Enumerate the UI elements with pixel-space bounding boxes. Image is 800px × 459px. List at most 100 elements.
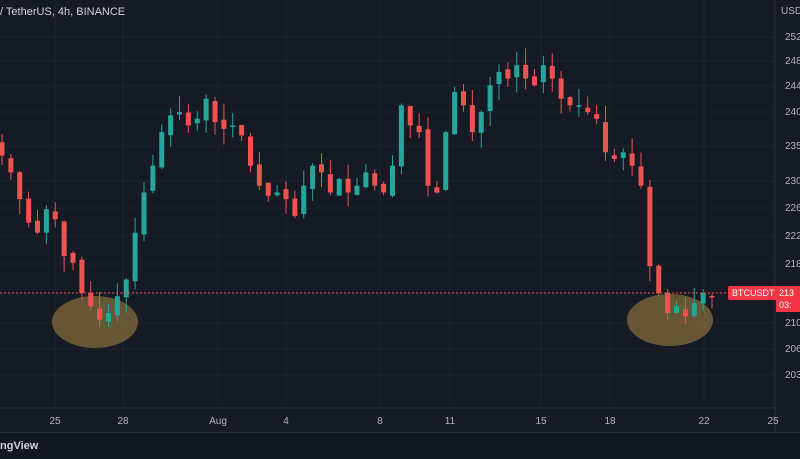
candle-body	[496, 71, 502, 85]
y-tick-label: 2440	[785, 81, 800, 92]
candle-body	[434, 187, 440, 193]
price-axis[interactable]: 2520248024402400235023002260222021802140…	[774, 0, 800, 432]
y-tick-label: 2260	[785, 203, 800, 214]
candle-body	[141, 192, 147, 235]
x-tick-label: Aug	[209, 416, 227, 427]
highlight-ellipse-left	[52, 296, 138, 348]
x-tick-label: 8	[377, 416, 383, 427]
x-tick-label: 15	[535, 416, 547, 427]
y-tick-label: 2350	[785, 141, 800, 152]
candle-body	[478, 112, 484, 133]
x-tick-label: 22	[698, 416, 710, 427]
time-axis[interactable]: 25 28 Aug 4 8 11 15 18 22 25	[0, 407, 779, 427]
x-tick-label: 4	[283, 416, 289, 427]
candle-body	[425, 129, 431, 186]
axis-corner-label: USD	[781, 6, 800, 17]
y-tick-label: 2300	[785, 176, 800, 187]
candle-body	[88, 292, 94, 307]
candle-body	[398, 105, 404, 167]
candle-body	[523, 64, 529, 79]
x-tick-label: 25	[49, 416, 61, 427]
candle-body	[469, 105, 475, 133]
candle-body	[381, 183, 387, 193]
candle-body	[177, 112, 182, 115]
candle-body	[239, 125, 245, 136]
candle-body	[301, 185, 307, 214]
x-tick-label: 11	[445, 416, 456, 427]
y-tick-label: 2400	[785, 107, 800, 118]
candle-body	[700, 292, 706, 304]
candle-body	[461, 91, 466, 106]
candle-body	[611, 155, 617, 159]
candle-body	[310, 165, 316, 189]
symbol-header[interactable]: / TetherUS, 4h, BINANCE	[0, 6, 126, 18]
candle-body	[345, 178, 351, 193]
candle-body	[26, 198, 32, 223]
candle-body	[132, 232, 138, 282]
candle-body	[150, 165, 156, 191]
candle-body	[61, 221, 67, 257]
candle-body	[603, 121, 608, 153]
candle-body	[70, 252, 76, 263]
countdown: 03:	[779, 300, 792, 310]
candle-body	[656, 265, 662, 293]
highlight-zones	[52, 294, 713, 348]
candle-body	[35, 220, 40, 233]
candle-body	[576, 105, 582, 107]
candle-body	[691, 302, 697, 317]
last-price-value: 213	[779, 288, 795, 298]
y-tick-label: 2520	[785, 32, 800, 43]
brand-logo[interactable]: ngView	[0, 440, 39, 452]
candle-body	[221, 119, 227, 129]
candle-body	[168, 115, 174, 136]
candle-body	[212, 101, 218, 123]
candle-body	[514, 65, 520, 78]
candle-body	[292, 198, 298, 216]
candle-body	[185, 112, 191, 126]
candle-body	[17, 172, 23, 200]
x-tick-label: 18	[604, 416, 616, 427]
candle-body	[452, 91, 458, 135]
candle-body	[256, 164, 262, 186]
candles	[0, 48, 715, 328]
candle-body	[674, 306, 679, 313]
candle-body	[594, 114, 600, 119]
y-tick-label: 2220	[785, 231, 800, 242]
candle-body	[97, 308, 103, 320]
candle-body	[79, 259, 85, 293]
y-tick-label: 2030	[785, 370, 800, 381]
candle-body	[505, 69, 511, 79]
candle-body	[159, 132, 165, 168]
candle-body	[416, 125, 422, 133]
candle-body	[327, 174, 333, 193]
candle-body	[106, 313, 111, 322]
candle-body	[665, 293, 671, 314]
candle-body	[549, 65, 555, 79]
candle-body	[230, 125, 236, 127]
candle-body	[274, 192, 280, 196]
last-price-tag: 213 03:	[776, 286, 800, 312]
candle-body	[407, 105, 413, 126]
candle-body	[248, 136, 253, 166]
candle-body	[43, 209, 49, 233]
candle-body	[647, 186, 653, 267]
candle-body	[8, 158, 14, 173]
candle-body	[194, 118, 200, 124]
candle-body	[123, 279, 129, 298]
candle-body	[638, 166, 644, 186]
highlight-ellipse-right	[627, 294, 713, 346]
candle-body	[372, 173, 378, 186]
candle-body	[336, 179, 342, 196]
candle-body	[283, 189, 289, 200]
candle-body	[585, 107, 591, 113]
candle-body	[114, 296, 120, 316]
x-tick-label: 28	[117, 416, 129, 427]
y-tick-label: 2480	[785, 56, 800, 67]
candle-body	[319, 164, 324, 173]
candle-body	[540, 65, 546, 83]
candle-body	[52, 211, 58, 220]
candle-body	[709, 296, 715, 298]
candle-body	[390, 165, 395, 196]
footer-bar	[0, 432, 800, 459]
